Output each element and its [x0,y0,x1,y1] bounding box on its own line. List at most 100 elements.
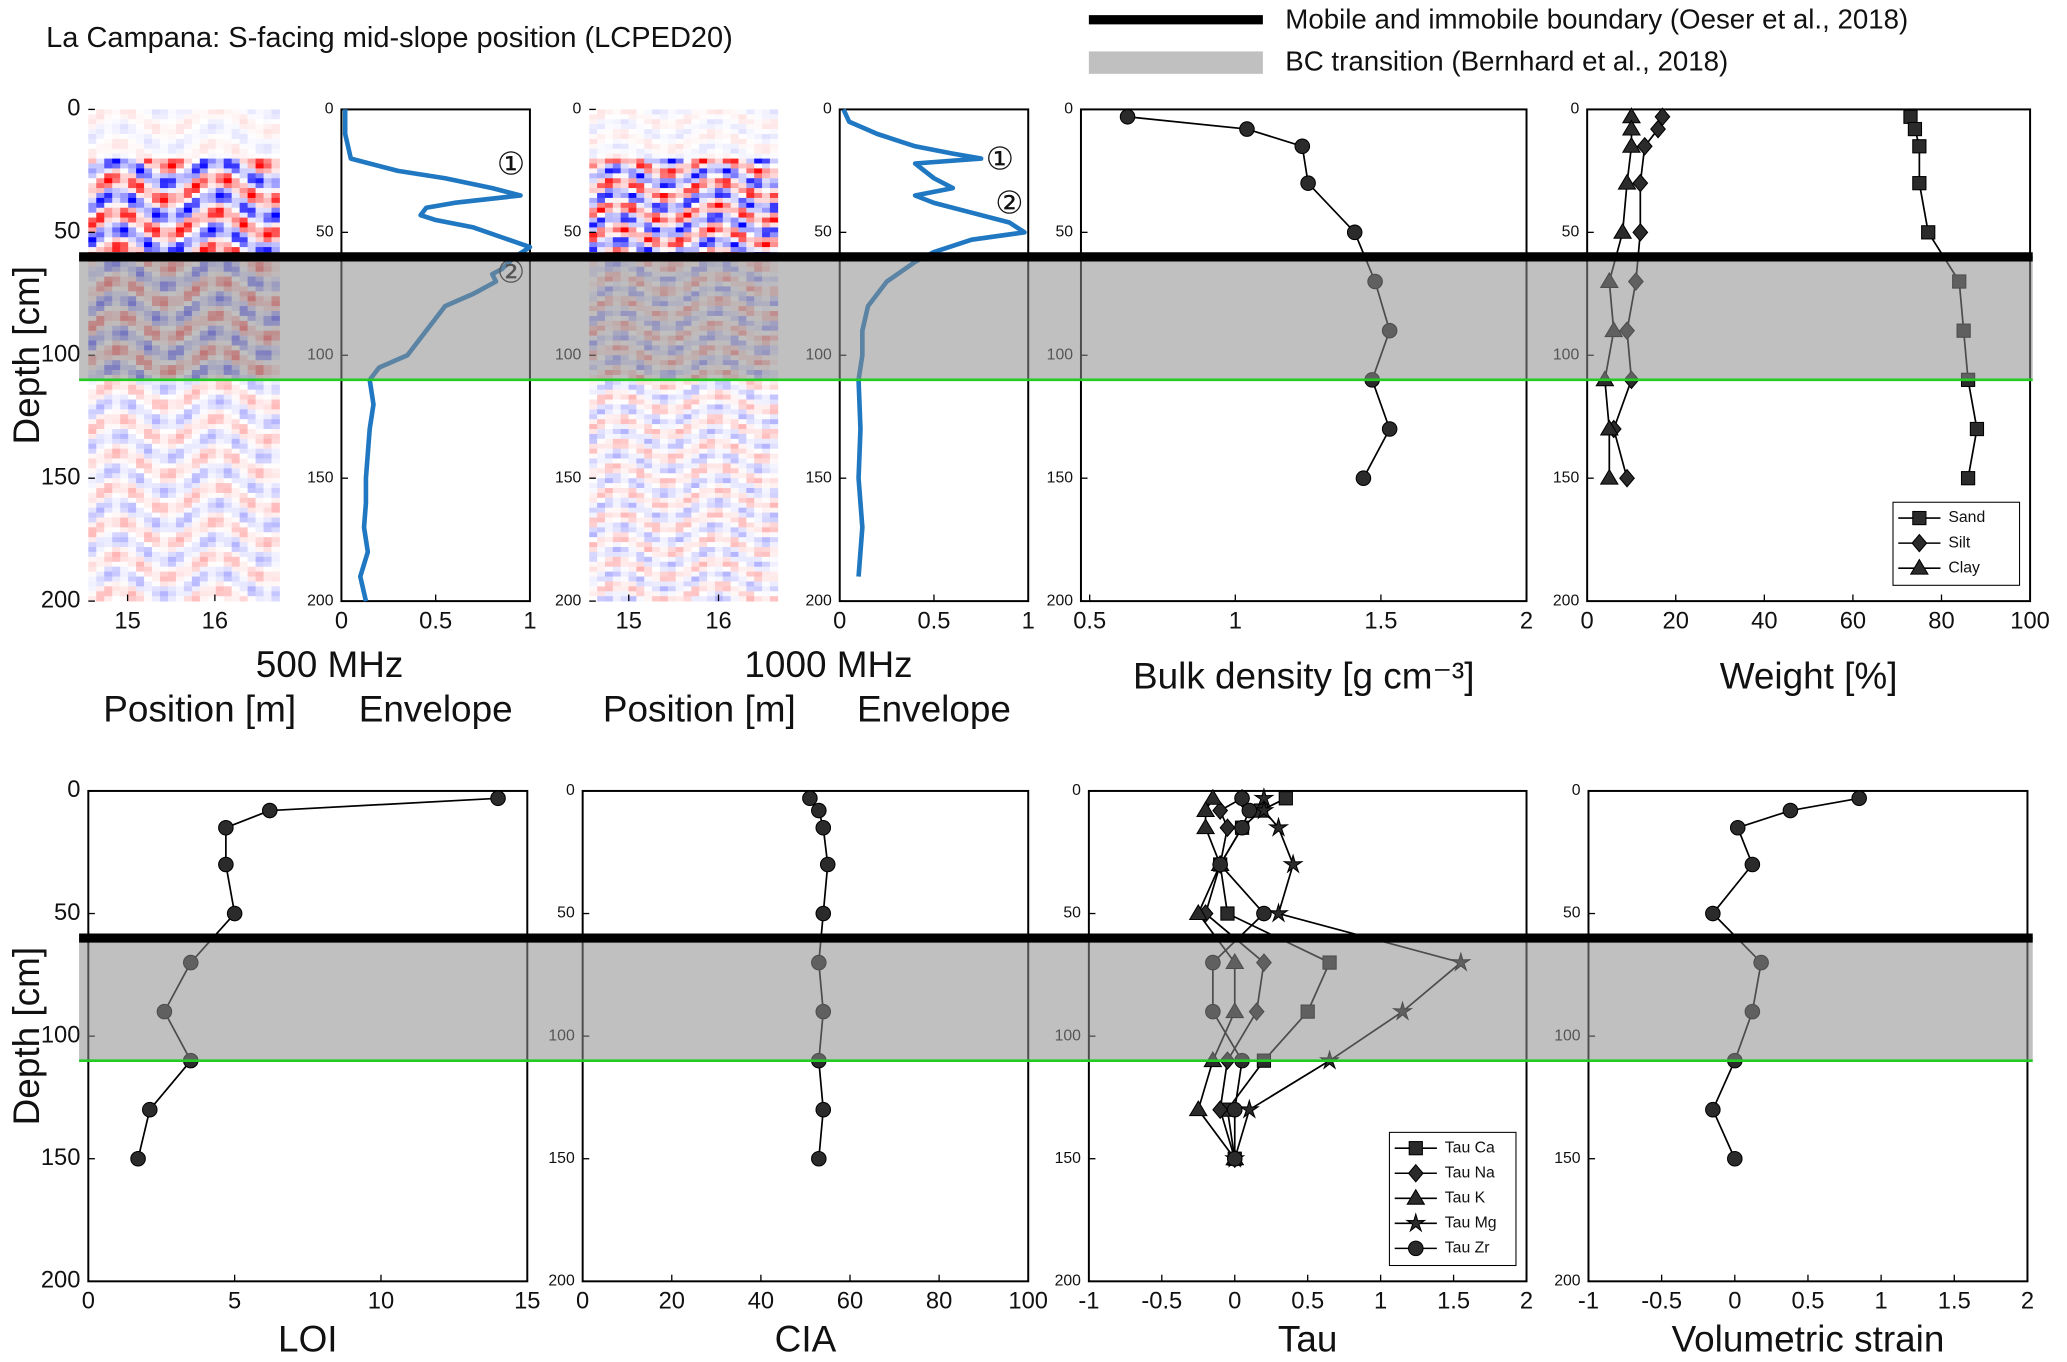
radargram-cell [604,197,614,204]
radargram-cell [144,227,153,233]
radargram-cell [675,566,684,573]
radargram-cell [104,433,113,440]
radargram-cell [160,478,169,484]
radargram-cell [683,433,692,440]
radargram-cell [199,124,209,130]
radargram-cell [128,158,137,164]
radargram-cell [175,458,185,464]
radargram-cell [754,207,763,214]
radargram-cell [152,212,161,218]
radargram-cell [191,188,201,194]
radargram-cell [255,193,264,199]
radargram-cell [128,163,137,169]
radargram-cell [675,232,684,238]
radargram-cell [167,591,177,597]
radargram-cell [691,468,700,474]
radargram-cell [730,453,739,459]
radargram-cell [746,492,755,499]
radargram-cell [175,153,185,159]
radargram-cell [167,168,177,174]
radargram-cell [160,576,169,582]
radargram-cell [199,242,209,248]
radargram-cell [714,556,724,563]
radargram-cell [207,547,217,553]
radargram-cell [128,596,137,602]
radargram-cell [96,232,105,238]
radargram-cell [199,566,209,573]
radargram-cell [136,129,145,135]
radargram-cell [589,438,598,445]
radargram-cell [659,551,669,558]
radargram-cell [239,168,249,174]
radargram-cell [223,173,233,179]
radargram-cell [207,483,217,489]
radargram-cell [191,197,201,204]
radargram-cell [675,502,684,509]
radargram-cell [263,109,272,115]
x-axis-label: LOI [278,1319,338,1360]
radargram-cell [722,517,732,523]
radargram-cell [263,512,272,518]
radargram-cell [152,158,161,164]
radargram-cell [730,409,739,415]
radargram-cell [263,448,272,454]
radargram-cell [247,586,256,592]
radargram-cell [215,163,225,169]
radargram-cell [223,473,233,479]
radargram-cell [707,129,716,135]
radargram-cell [104,232,113,238]
radargram-cell [88,163,97,169]
radargram-cell [88,114,97,120]
radargram-cell [762,404,771,410]
radargram-cell [714,158,724,164]
radargram-cell [746,202,755,209]
radargram-cell [722,124,732,130]
radargram-cell [636,433,645,440]
radargram-cell [707,507,716,514]
radargram-cell [754,512,763,518]
radargram-cell [738,394,747,400]
radargram-cell [199,163,209,169]
radargram-cell [675,522,684,528]
radargram-cell [271,453,280,459]
radargram-cell [675,119,684,125]
radargram-cell [88,394,97,400]
radargram-cell [754,384,763,391]
radargram-cell [699,124,708,130]
radargram-cell [652,571,661,577]
radargram-cell [128,389,137,395]
radargram-cell [707,158,716,164]
radargram-cell [144,517,153,523]
radargram-cell [644,124,653,130]
radargram-cell [683,222,692,228]
radargram-cell [714,492,724,499]
radargram-cell [247,492,256,499]
radargram-cell [183,409,193,415]
marker [1912,176,1927,191]
radargram-cell [144,478,153,484]
radargram-cell [620,571,629,577]
radargram-cell [644,242,653,248]
radargram-cell [112,502,121,509]
radargram-cell [691,478,700,484]
radargram-cell [754,173,763,179]
radargram-cell [644,138,653,145]
radargram-cell [239,571,249,577]
radargram-cell [255,143,264,150]
radargram-cell [120,129,129,135]
radargram-cell [762,429,771,435]
radargram-cell [714,384,724,391]
radargram-cell [683,532,692,538]
radargram-cell [644,409,653,415]
radargram-cell [628,438,637,445]
radargram-cell [620,153,629,159]
radargram-cell [652,497,661,504]
radargram-cell [659,463,669,469]
radargram-cell [255,517,264,523]
radargram-cell [183,414,193,420]
radargram-cell [754,399,763,405]
radargram-cell [652,173,661,179]
radargram-cell [612,497,622,504]
radargram-cell [636,133,645,140]
radargram-cell [271,404,280,410]
